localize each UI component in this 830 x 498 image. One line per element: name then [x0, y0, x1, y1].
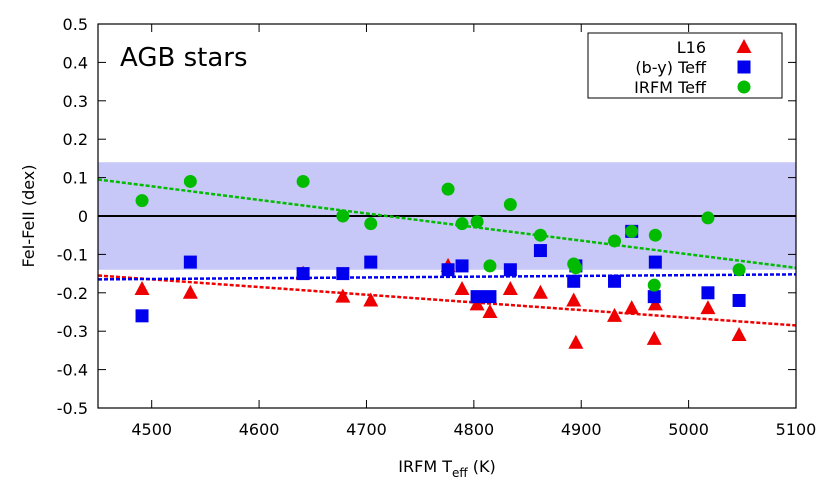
data-point: [183, 174, 197, 188]
legend-label-1: (b-y) Teff: [635, 58, 707, 77]
fit-line-2: [97, 178, 797, 270]
y-tick-label: -0.2: [57, 284, 88, 303]
data-point: [455, 259, 469, 273]
y-tick-label: 0: [78, 207, 88, 226]
legend-marker-2: [737, 80, 751, 94]
x-tick-label: 4600: [239, 420, 280, 439]
data-point: [532, 284, 548, 299]
x-tick-label: 4700: [346, 420, 387, 439]
x-tick-label: 5000: [668, 420, 709, 439]
data-point: [648, 255, 662, 269]
data-point: [469, 296, 485, 311]
y-tick-label: -0.1: [57, 245, 88, 264]
data-point: [568, 334, 584, 349]
data-point: [296, 267, 310, 281]
data-point: [625, 224, 639, 238]
series-0: [134, 257, 747, 349]
data-point: [701, 286, 715, 300]
data-point: [364, 255, 378, 269]
data-point: [646, 330, 662, 345]
data-point: [701, 211, 715, 225]
data-point: [470, 290, 484, 304]
legend-label-2: IRFM Teff: [634, 78, 707, 97]
chart-annotation: AGB stars: [120, 43, 248, 73]
fit-line-0: [97, 274, 797, 327]
x-axis-label-subscript: eff: [452, 466, 468, 480]
y-tick-label: 0.2: [63, 130, 88, 149]
data-point: [482, 304, 498, 318]
x-tick-label: 4500: [131, 420, 172, 439]
data-point: [454, 280, 470, 295]
legend-marker-0: [736, 39, 752, 53]
y-tick-label: -0.5: [57, 399, 88, 418]
data-point: [624, 300, 640, 315]
x-axis-label-main: IRFM T: [398, 457, 452, 476]
data-point: [533, 228, 547, 242]
x-tick-label: 4800: [453, 420, 494, 439]
data-point: [363, 292, 379, 307]
data-point: [607, 307, 623, 322]
x-axis-label-unit: (K): [468, 457, 496, 476]
y-tick-label: 0.1: [63, 169, 88, 188]
data-point: [732, 293, 746, 307]
data-point: [569, 261, 583, 275]
y-tick-label: 0.5: [63, 15, 88, 34]
tick-labels-layer: 4500 4600 4700 4800 4900 5000 5100 -0.5 -0.4 -0.3…: [57, 15, 817, 439]
data-point: [533, 244, 547, 258]
data-point: [648, 228, 662, 242]
data-point: [182, 284, 198, 299]
data-point: [502, 280, 518, 295]
data-point: [566, 292, 582, 307]
data-point: [567, 274, 581, 288]
data-point: [336, 267, 350, 281]
y-tick-label: -0.3: [57, 322, 88, 341]
data-point: [455, 217, 469, 231]
data-point: [183, 255, 197, 269]
data-point: [296, 174, 310, 188]
data-point: [731, 327, 747, 342]
data-point: [364, 217, 378, 231]
data-point: [470, 215, 484, 229]
series-2: [135, 174, 746, 292]
legend-label-0: L16: [677, 38, 706, 57]
y-tick-label: -0.4: [57, 361, 88, 380]
x-tick-label: 5100: [776, 420, 817, 439]
data-point: [503, 263, 517, 277]
data-point: [647, 278, 661, 292]
y-tick-label: 0.4: [63, 53, 88, 72]
data-point: [335, 288, 351, 303]
data-point: [483, 290, 497, 304]
data-point: [483, 259, 497, 273]
data-point: [441, 182, 455, 196]
legend-marker-1: [737, 60, 751, 74]
data-point: [336, 209, 350, 223]
fit-lines-layer: [97, 178, 797, 327]
data-point: [135, 309, 149, 323]
y-axis-label: FeI-FeII (dex): [19, 164, 38, 267]
data-point: [503, 197, 517, 211]
fit-line-1: [97, 273, 797, 281]
axes-layer: [97, 23, 797, 409]
x-axis-label: IRFM Teff (K): [398, 457, 495, 480]
y-tick-label: 0.3: [63, 92, 88, 111]
data-point: [647, 290, 661, 304]
data-point: [134, 280, 150, 295]
data-points-layer: [134, 174, 747, 349]
data-point: [647, 296, 663, 311]
data-point: [608, 274, 622, 288]
data-point: [732, 263, 746, 277]
data-point: [608, 234, 622, 248]
data-point: [700, 300, 716, 315]
x-tick-label: 4900: [561, 420, 602, 439]
data-point: [441, 263, 455, 277]
data-point: [135, 194, 149, 208]
